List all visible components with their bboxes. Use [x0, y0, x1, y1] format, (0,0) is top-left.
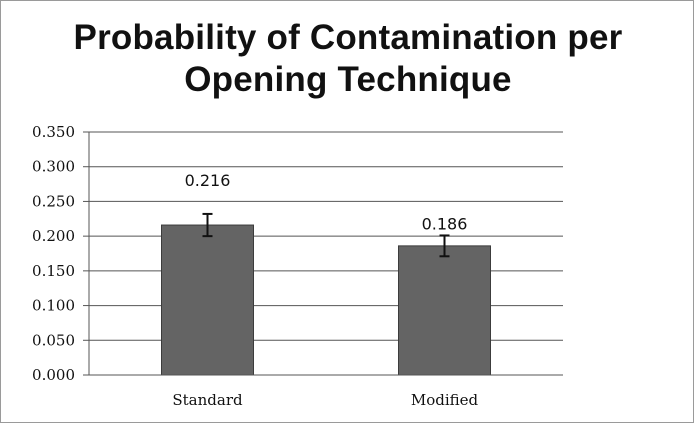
y-tick-label: 0.100 — [32, 297, 75, 315]
chart-title-line-1: Probability of Contamination per — [73, 18, 623, 57]
y-tick-label: 0.150 — [32, 262, 75, 280]
bar-modified — [398, 245, 491, 376]
y-tick-label: 0.250 — [32, 192, 75, 210]
y-tick-label: 0.050 — [32, 331, 75, 349]
x-category-label: Standard — [172, 391, 243, 409]
y-tick-label: 0.300 — [32, 158, 75, 176]
x-category-label: Modified — [411, 391, 479, 409]
y-tick-label: 0.000 — [32, 366, 75, 384]
data-label: 0.186 — [422, 214, 468, 233]
chart-title: Probability of Contamination per Opening… — [1, 17, 694, 101]
chart-title-line-2: Opening Technique — [184, 60, 512, 99]
bar-standard — [161, 224, 254, 376]
y-tick-label: 0.200 — [32, 227, 75, 245]
data-label: 0.216 — [185, 171, 231, 190]
y-tick-label: 0.350 — [32, 123, 75, 141]
